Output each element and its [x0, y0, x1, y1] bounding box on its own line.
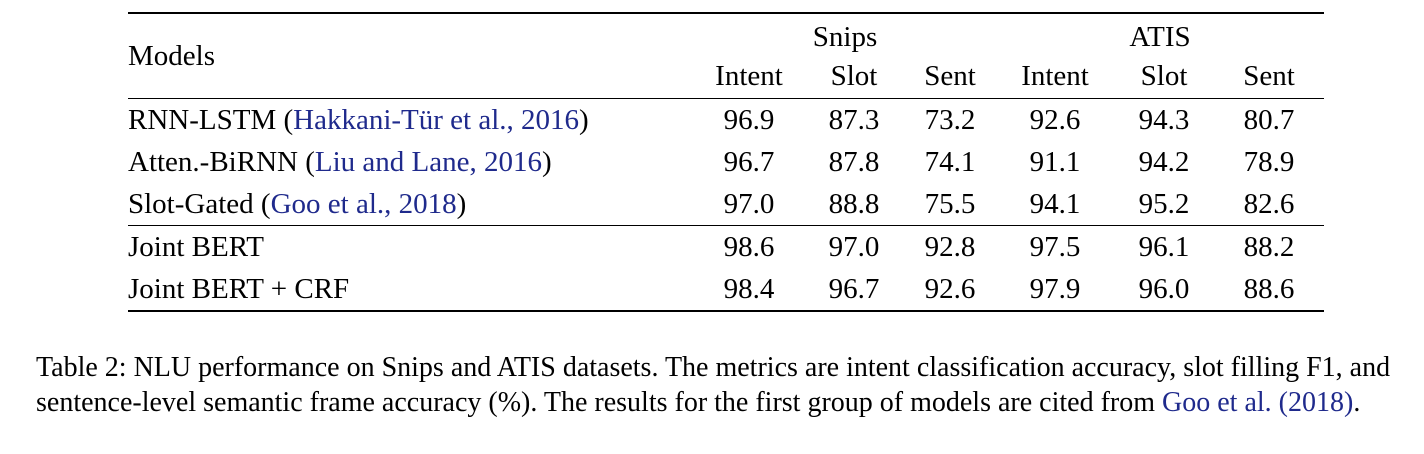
value-cell-snips-intent: 97.0	[723, 187, 775, 220]
model-name-cell: Joint BERT	[128, 226, 694, 269]
table-caption: Table 2: NLU performance on Snips and AT…	[36, 350, 1396, 420]
value-cell-snips-slot: 87.3	[828, 103, 880, 136]
caption-citation-link[interactable]: Goo et al. (2018)	[1162, 387, 1354, 418]
model-citation-link[interactable]: Hakkani-Tür et al., 2016	[293, 103, 580, 136]
value-cell-atis-intent: 94.1	[1029, 187, 1081, 220]
value-cell-snips-intent: 96.9	[723, 103, 775, 136]
col-header-atis-intent: Intent	[1021, 59, 1089, 92]
value-cell-snips-slot: 97.0	[828, 230, 880, 263]
value-cell-snips-slot: 96.7	[828, 272, 880, 305]
value-cell-atis-slot: 96.1	[1138, 230, 1190, 263]
value-cell-atis-sent: 88.6	[1243, 272, 1295, 305]
header-row-metrics: Intent Slot Sent Intent Slot Sent	[128, 54, 1325, 99]
model-name: RNN-LSTM	[128, 103, 277, 136]
value-cell-snips-sent: 92.6	[924, 272, 976, 305]
value-cell-atis-sent: 82.6	[1243, 187, 1295, 220]
model-name: Joint BERT	[128, 230, 265, 263]
model-citation-link[interactable]: Goo et al., 2018	[270, 187, 457, 220]
col-header-snips-slot: Slot	[830, 59, 878, 92]
model-name: Atten.-BiRNN	[128, 145, 298, 178]
value-cell-snips-sent: 75.5	[924, 187, 976, 220]
model-name-cell: RNN-LSTM (Hakkani-Tür et al., 2016)	[128, 103, 589, 136]
header-row-groups: Models Snips ATIS	[128, 13, 1325, 72]
value-cell-atis-sent: 80.7	[1243, 103, 1295, 136]
value-cell-snips-intent: 98.6	[723, 230, 775, 263]
value-cell-snips-sent: 74.1	[924, 145, 976, 178]
value-cell-atis-slot: 96.0	[1138, 272, 1190, 305]
value-cell-snips-intent: 98.4	[723, 272, 775, 305]
value-cell-snips-slot: 88.8	[828, 187, 880, 220]
model-name-cell: Joint BERT + CRF	[128, 268, 694, 311]
group-header-atis: ATIS	[1129, 21, 1191, 53]
table-row: Slot-Gated (Goo et al., 2018) 97.0 88.8 75.…	[128, 183, 1325, 226]
value-cell-snips-sent: 73.2	[924, 103, 976, 136]
col-header-atis-sent: Sent	[1243, 59, 1295, 92]
value-cell-snips-sent: 92.8	[924, 230, 976, 263]
caption-text: Table 2: NLU performance on Snips and AT…	[36, 352, 1391, 418]
value-cell-atis-sent: 78.9	[1243, 145, 1295, 178]
value-cell-atis-intent: 91.1	[1029, 145, 1081, 178]
results-table: Models Snips ATIS Intent Slot Sent Inten…	[128, 12, 1325, 312]
col-header-snips-sent: Sent	[924, 59, 976, 92]
results-table-body: RNN-LSTM (Hakkani-Tür et al., 2016) 96.9 8…	[128, 99, 1325, 311]
value-cell-snips-intent: 96.7	[723, 145, 775, 178]
value-cell-atis-intent: 92.6	[1029, 103, 1081, 136]
group-header-snips: Snips	[812, 21, 878, 53]
model-name: Joint BERT + CRF	[128, 272, 350, 305]
model-name-cell: Atten.-BiRNN (Liu and Lane, 2016)	[128, 145, 552, 178]
table-row: RNN-LSTM (Hakkani-Tür et al., 2016) 96.9 8…	[128, 99, 1324, 142]
model-citation-link[interactable]: Liu and Lane, 2016	[314, 145, 542, 178]
model-name: Slot-Gated	[128, 187, 254, 220]
table-row: Joint BERT 98.6 97.0 92.8 97.5 96.1 88.2	[128, 226, 1324, 269]
value-cell-snips-slot: 87.8	[828, 145, 880, 178]
value-cell-atis-slot: 94.3	[1138, 103, 1190, 136]
results-table-container: Models Snips ATIS Intent Slot Sent Inten…	[128, 12, 1325, 312]
col-header-atis-slot: Slot	[1140, 59, 1188, 92]
value-cell-atis-sent: 88.2	[1243, 230, 1295, 263]
col-header-snips-intent: Intent	[715, 59, 783, 92]
model-name-cell: Slot-Gated (Goo et al., 2018)	[128, 187, 467, 220]
caption-end: .	[1353, 387, 1361, 418]
models-header: Models	[128, 39, 215, 72]
value-cell-atis-slot: 94.2	[1138, 145, 1190, 178]
table-row: Atten.-BiRNN (Liu and Lane, 2016) 96.7 87.…	[128, 141, 1324, 183]
value-cell-atis-intent: 97.5	[1029, 230, 1081, 263]
value-cell-atis-intent: 97.9	[1029, 272, 1081, 305]
value-cell-atis-slot: 95.2	[1138, 187, 1190, 220]
table-row: Joint BERT + CRF 98.4 96.7 92.6 97.9 96.0 88.6	[128, 268, 1325, 311]
